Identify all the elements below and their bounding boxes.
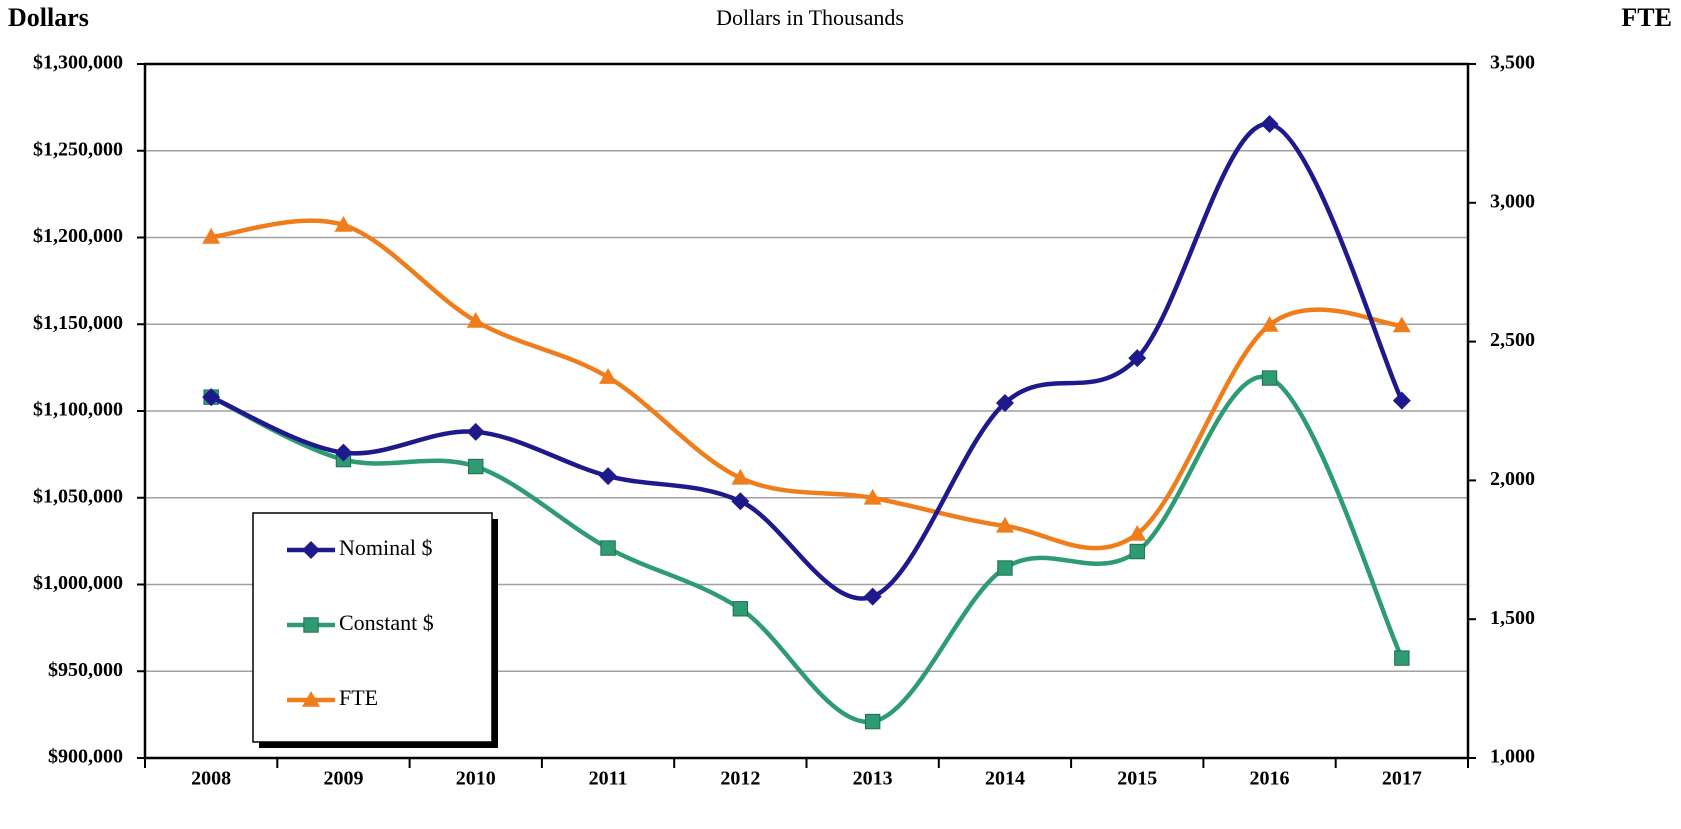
marker [1260,115,1279,134]
x-tick-label: 2011 [589,768,628,790]
y-tick-label: $1,200,000 [33,225,123,247]
y2-tick-label: 1,500 [1490,607,1535,629]
x-tick-label: 2016 [1250,768,1290,790]
marker [302,541,320,559]
y2-tick-label: 2,000 [1490,468,1535,490]
y2-tick-label: 1,000 [1490,746,1535,768]
marker [466,312,485,328]
y-axis-title: Dollars [8,3,89,32]
x-tick-label: 2013 [853,768,893,790]
y2-tick-label: 3,500 [1490,52,1535,74]
y-tick-label: $1,300,000 [33,52,123,74]
marker [599,467,618,486]
marker [302,691,320,707]
marker [466,422,485,441]
legend-label: Nominal $ [339,535,433,560]
marker [997,560,1013,576]
marker [202,388,221,407]
x-tick-label: 2017 [1382,768,1422,790]
marker [863,488,882,505]
marker [334,216,353,232]
marker [863,587,882,606]
marker [1392,316,1411,333]
marker [1128,349,1147,368]
marker [731,468,750,485]
marker [468,458,484,475]
marker [600,540,616,556]
marker [599,368,618,384]
x-tick-label: 2010 [456,768,496,790]
marker [732,601,749,617]
y-tick-label: $1,100,000 [33,399,123,421]
marker [995,394,1014,413]
marker [864,713,881,730]
x-tick-label: 2012 [720,768,760,790]
y-tick-label: $1,150,000 [33,312,123,334]
marker [1392,391,1411,410]
marker [334,443,353,462]
marker [202,227,221,244]
marker [731,492,750,511]
y2-tick-label: 3,000 [1490,190,1535,212]
marker [995,516,1014,533]
y-tick-label: $900,000 [48,746,123,768]
legend-label: Constant $ [339,610,434,635]
y-tick-label: $1,000,000 [33,572,123,594]
marker [303,617,319,633]
y-tick-label: $1,250,000 [33,138,123,160]
series-line [210,218,1403,551]
y2-axis-title: FTE [1621,3,1672,32]
x-tick-label: 2009 [323,768,363,790]
x-tick-label: 2014 [985,768,1025,790]
marker [1128,524,1147,541]
x-tick-label: 2015 [1117,768,1157,790]
marker [1260,315,1279,332]
y-tick-label: $950,000 [48,659,123,681]
y2-tick-label: 2,500 [1490,329,1535,351]
marker [1394,650,1410,666]
chart-subtitle: Dollars in Thousands [716,5,904,30]
marker [1261,370,1278,386]
marker [1129,543,1145,560]
y-tick-label: $1,050,000 [33,485,123,507]
x-tick-label: 2008 [191,768,231,790]
series-line [210,374,1404,724]
legend-label: FTE [339,685,378,710]
